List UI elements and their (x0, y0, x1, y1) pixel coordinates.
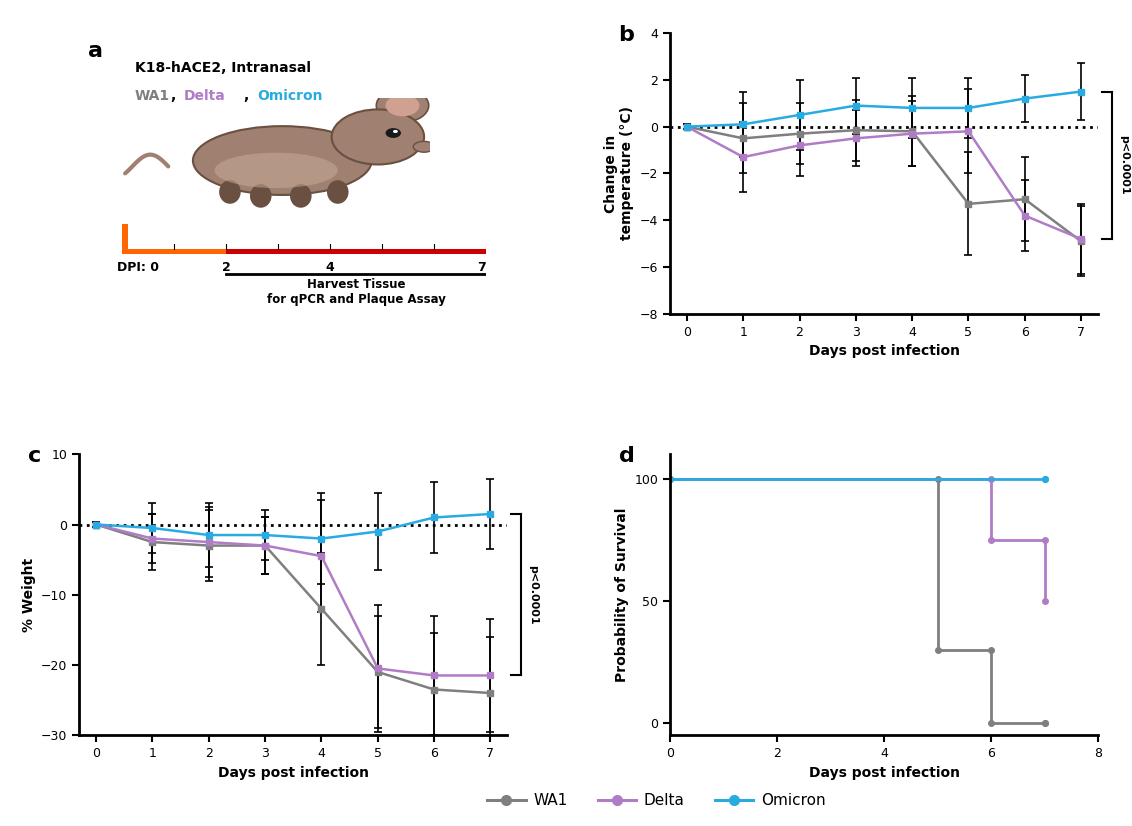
Text: ,: , (245, 89, 255, 103)
Text: b: b (618, 25, 634, 45)
Text: ,: , (171, 89, 181, 103)
Text: Omicron: Omicron (257, 89, 323, 103)
Legend: WA1, Delta, Omicron: WA1, Delta, Omicron (481, 787, 832, 814)
Text: p<0.0001: p<0.0001 (529, 565, 538, 624)
Text: WA1: WA1 (135, 89, 170, 103)
Text: Delta: Delta (185, 89, 226, 103)
Text: a: a (88, 41, 103, 61)
X-axis label: Days post infection: Days post infection (808, 344, 960, 358)
Text: d: d (618, 446, 634, 466)
X-axis label: Days post infection: Days post infection (808, 766, 960, 780)
Text: c: c (28, 446, 41, 466)
Y-axis label: % Weight: % Weight (22, 558, 35, 632)
Y-axis label: Change in
temperature (°C): Change in temperature (°C) (603, 107, 634, 240)
Text: K18-hACE2, Intranasal: K18-hACE2, Intranasal (135, 61, 311, 75)
X-axis label: Days post infection: Days post infection (217, 766, 369, 780)
Text: p<0.0001: p<0.0001 (1118, 135, 1129, 195)
Y-axis label: Probability of Survival: Probability of Survival (615, 507, 628, 682)
